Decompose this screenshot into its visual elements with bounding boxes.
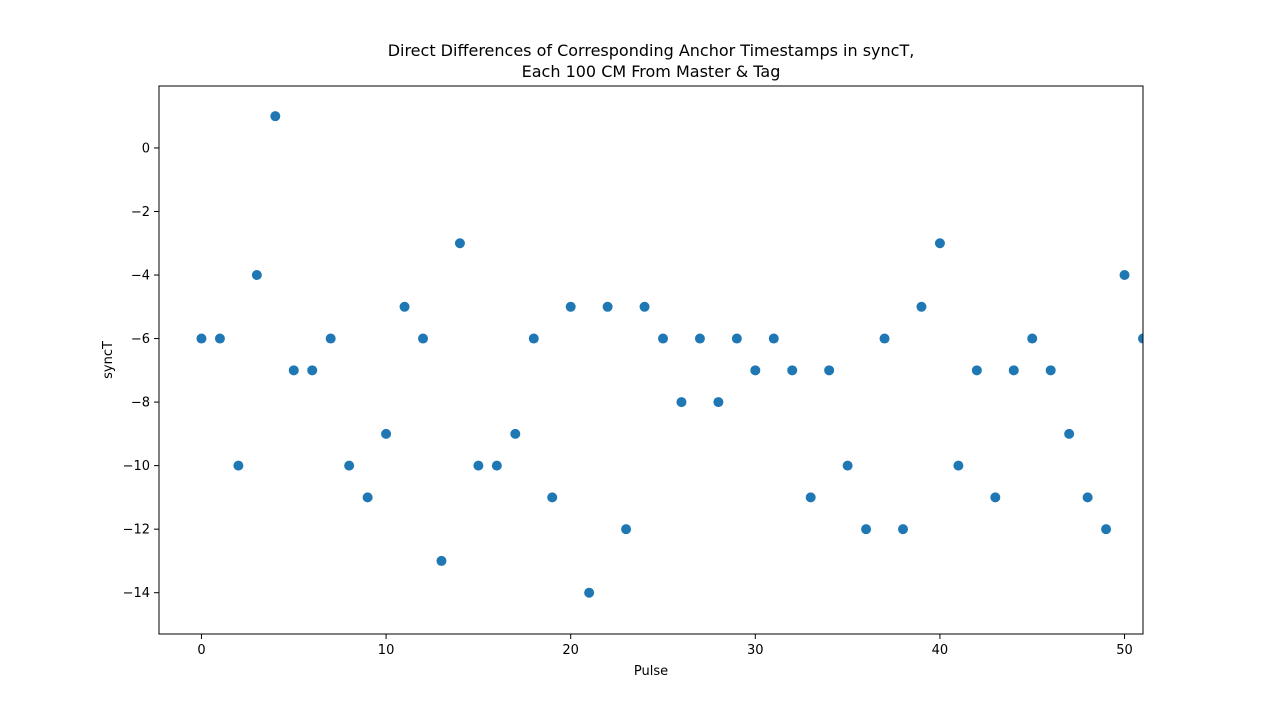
- data-point: [861, 524, 872, 535]
- data-point: [491, 460, 502, 471]
- data-point: [196, 333, 207, 344]
- data-point: [768, 333, 779, 344]
- y-tick-label: −4: [131, 269, 150, 284]
- data-point: [381, 428, 392, 439]
- data-point: [1101, 524, 1112, 535]
- y-tick-label: −6: [131, 332, 150, 347]
- data-point: [658, 333, 668, 344]
- data-point: [990, 492, 1001, 503]
- x-tick-label: 10: [378, 643, 395, 658]
- x-tick-label: 50: [1116, 643, 1133, 658]
- data-point: [510, 428, 521, 439]
- data-point: [639, 301, 650, 312]
- data-point: [713, 397, 724, 408]
- plot-frame: [158, 85, 1144, 635]
- x-tick-label: 40: [932, 643, 949, 658]
- y-tick-label: −10: [123, 459, 150, 474]
- data-point: [953, 460, 964, 471]
- data-points: [196, 111, 1143, 598]
- x-axis-ticks: 0 10 20 30 40 50: [197, 634, 1133, 658]
- data-point: [547, 492, 558, 503]
- data-point: [1045, 365, 1056, 376]
- data-point: [362, 492, 373, 503]
- plot-area: [159, 86, 1143, 634]
- y-tick-label: 0: [142, 141, 150, 156]
- data-point: [676, 397, 687, 408]
- data-point: [602, 301, 613, 312]
- y-tick-label: −12: [123, 523, 150, 538]
- data-point: [214, 333, 225, 344]
- data-point: [750, 365, 761, 376]
- data-point: [307, 365, 318, 376]
- data-point: [879, 333, 890, 344]
- data-point: [805, 492, 816, 503]
- data-point: [473, 460, 484, 471]
- data-point: [842, 460, 853, 471]
- data-point: [971, 365, 982, 376]
- data-point: [454, 238, 465, 249]
- chart-title-line-2: Each 100 CM From Master & Tag: [522, 62, 781, 81]
- data-point: [824, 365, 835, 376]
- data-point: [621, 524, 632, 535]
- data-point: [584, 587, 595, 598]
- data-point: [418, 333, 428, 344]
- data-point: [1008, 365, 1019, 376]
- data-point: [344, 460, 355, 471]
- y-tick-label: −2: [131, 205, 150, 220]
- y-tick-label: −8: [131, 396, 150, 411]
- data-point: [288, 365, 299, 376]
- data-point: [325, 333, 336, 344]
- data-point: [399, 301, 410, 312]
- data-point: [1064, 428, 1075, 439]
- y-tick-label: −14: [123, 586, 150, 601]
- data-point: [1119, 270, 1130, 281]
- x-tick-label: 0: [197, 643, 205, 658]
- data-point: [694, 333, 705, 344]
- data-point: [787, 365, 798, 376]
- data-point: [934, 238, 945, 249]
- data-point: [251, 270, 262, 281]
- y-axis-label: syncT: [101, 341, 116, 379]
- chart-title-line-1: Direct Differences of Corresponding Anch…: [388, 41, 915, 60]
- data-point: [233, 460, 244, 471]
- data-point: [528, 333, 539, 344]
- x-tick-label: 20: [562, 643, 579, 658]
- data-point: [916, 301, 927, 312]
- x-axis-label: Pulse: [634, 664, 668, 679]
- data-point: [270, 111, 281, 122]
- x-tick-label: 30: [747, 643, 764, 658]
- data-point: [1082, 492, 1093, 503]
- data-point: [898, 524, 908, 535]
- data-point: [731, 333, 742, 344]
- data-point: [1138, 333, 1143, 344]
- data-point: [565, 301, 576, 312]
- data-point: [436, 555, 447, 566]
- data-point: [1027, 333, 1038, 344]
- y-axis-ticks: 0 −2 −4 −6 −8 −10 −12 −14: [123, 141, 159, 601]
